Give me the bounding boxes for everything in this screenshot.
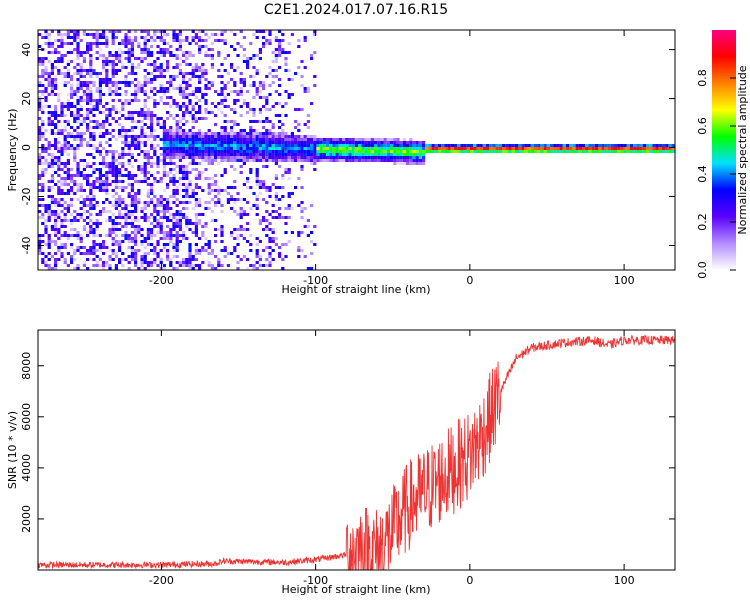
colorbar-tick-label: 0.8	[696, 69, 709, 87]
spectrogram-ytick-label: -20	[20, 188, 33, 206]
figure-title: C2E1.2024.017.07.16.R15	[264, 2, 448, 18]
colorbar-tick-label: 0.4	[696, 165, 709, 183]
spectrogram-heatmap	[38, 30, 675, 270]
snr-ticks: -200 -100 0 100 2000 4000 6000 8000	[20, 330, 675, 587]
colorbar: 0.0 0.2 0.4 0.6 0.8 Normalized spectral ampl…	[696, 30, 749, 279]
spectrogram-xtick-label: 100	[614, 274, 635, 287]
snr-ytick-label: 6000	[20, 403, 33, 431]
spectrogram-ytick-label: 20	[20, 92, 33, 106]
snr-ytick-label: 2000	[20, 505, 33, 533]
spectrogram-xtick-label: -100	[303, 274, 328, 287]
spectrogram-xtick-label: -200	[149, 274, 174, 287]
colorbar-gradient	[712, 30, 736, 270]
colorbar-tick-label: 0.2	[696, 213, 709, 231]
snr-xtick-label: 0	[466, 574, 473, 587]
snr-xtick-label: 100	[614, 574, 635, 587]
spectrogram-ytick-label: 0	[20, 144, 33, 151]
colorbar-tick-label: 0.0	[696, 261, 709, 279]
spectrogram-frame	[37, 29, 676, 271]
snr-ytick-label: 4000	[20, 454, 33, 482]
snr-ylabel: SNR (10 * v/v)	[6, 411, 19, 489]
spectrogram-ylabel: Frequency (Hz)	[6, 109, 19, 192]
colorbar-label: Normalized spectral amplitude	[736, 65, 749, 234]
spectrogram-ytick-label: 40	[20, 43, 33, 57]
snr-frame	[37, 329, 676, 571]
spectrogram-xtick-label: 0	[466, 274, 473, 287]
snr-xlabel: Height of straight line (km)	[281, 583, 430, 596]
snr-series-line	[38, 334, 675, 570]
snr-xtick-label: -100	[303, 574, 328, 587]
colorbar-ticks: 0.0 0.2 0.4 0.6 0.8	[696, 69, 736, 279]
colorbar-tick-label: 0.6	[696, 117, 709, 135]
snr-ytick-label: 8000	[20, 352, 33, 380]
snr-panel: -200 -100 0 100 2000 4000 6000 8000 Height of s…	[6, 329, 676, 596]
snr-xtick-label: -200	[149, 574, 174, 587]
spectrogram-ytick-label: -40	[20, 237, 33, 255]
spectrogram-xlabel: Height of straight line (km)	[281, 283, 430, 296]
